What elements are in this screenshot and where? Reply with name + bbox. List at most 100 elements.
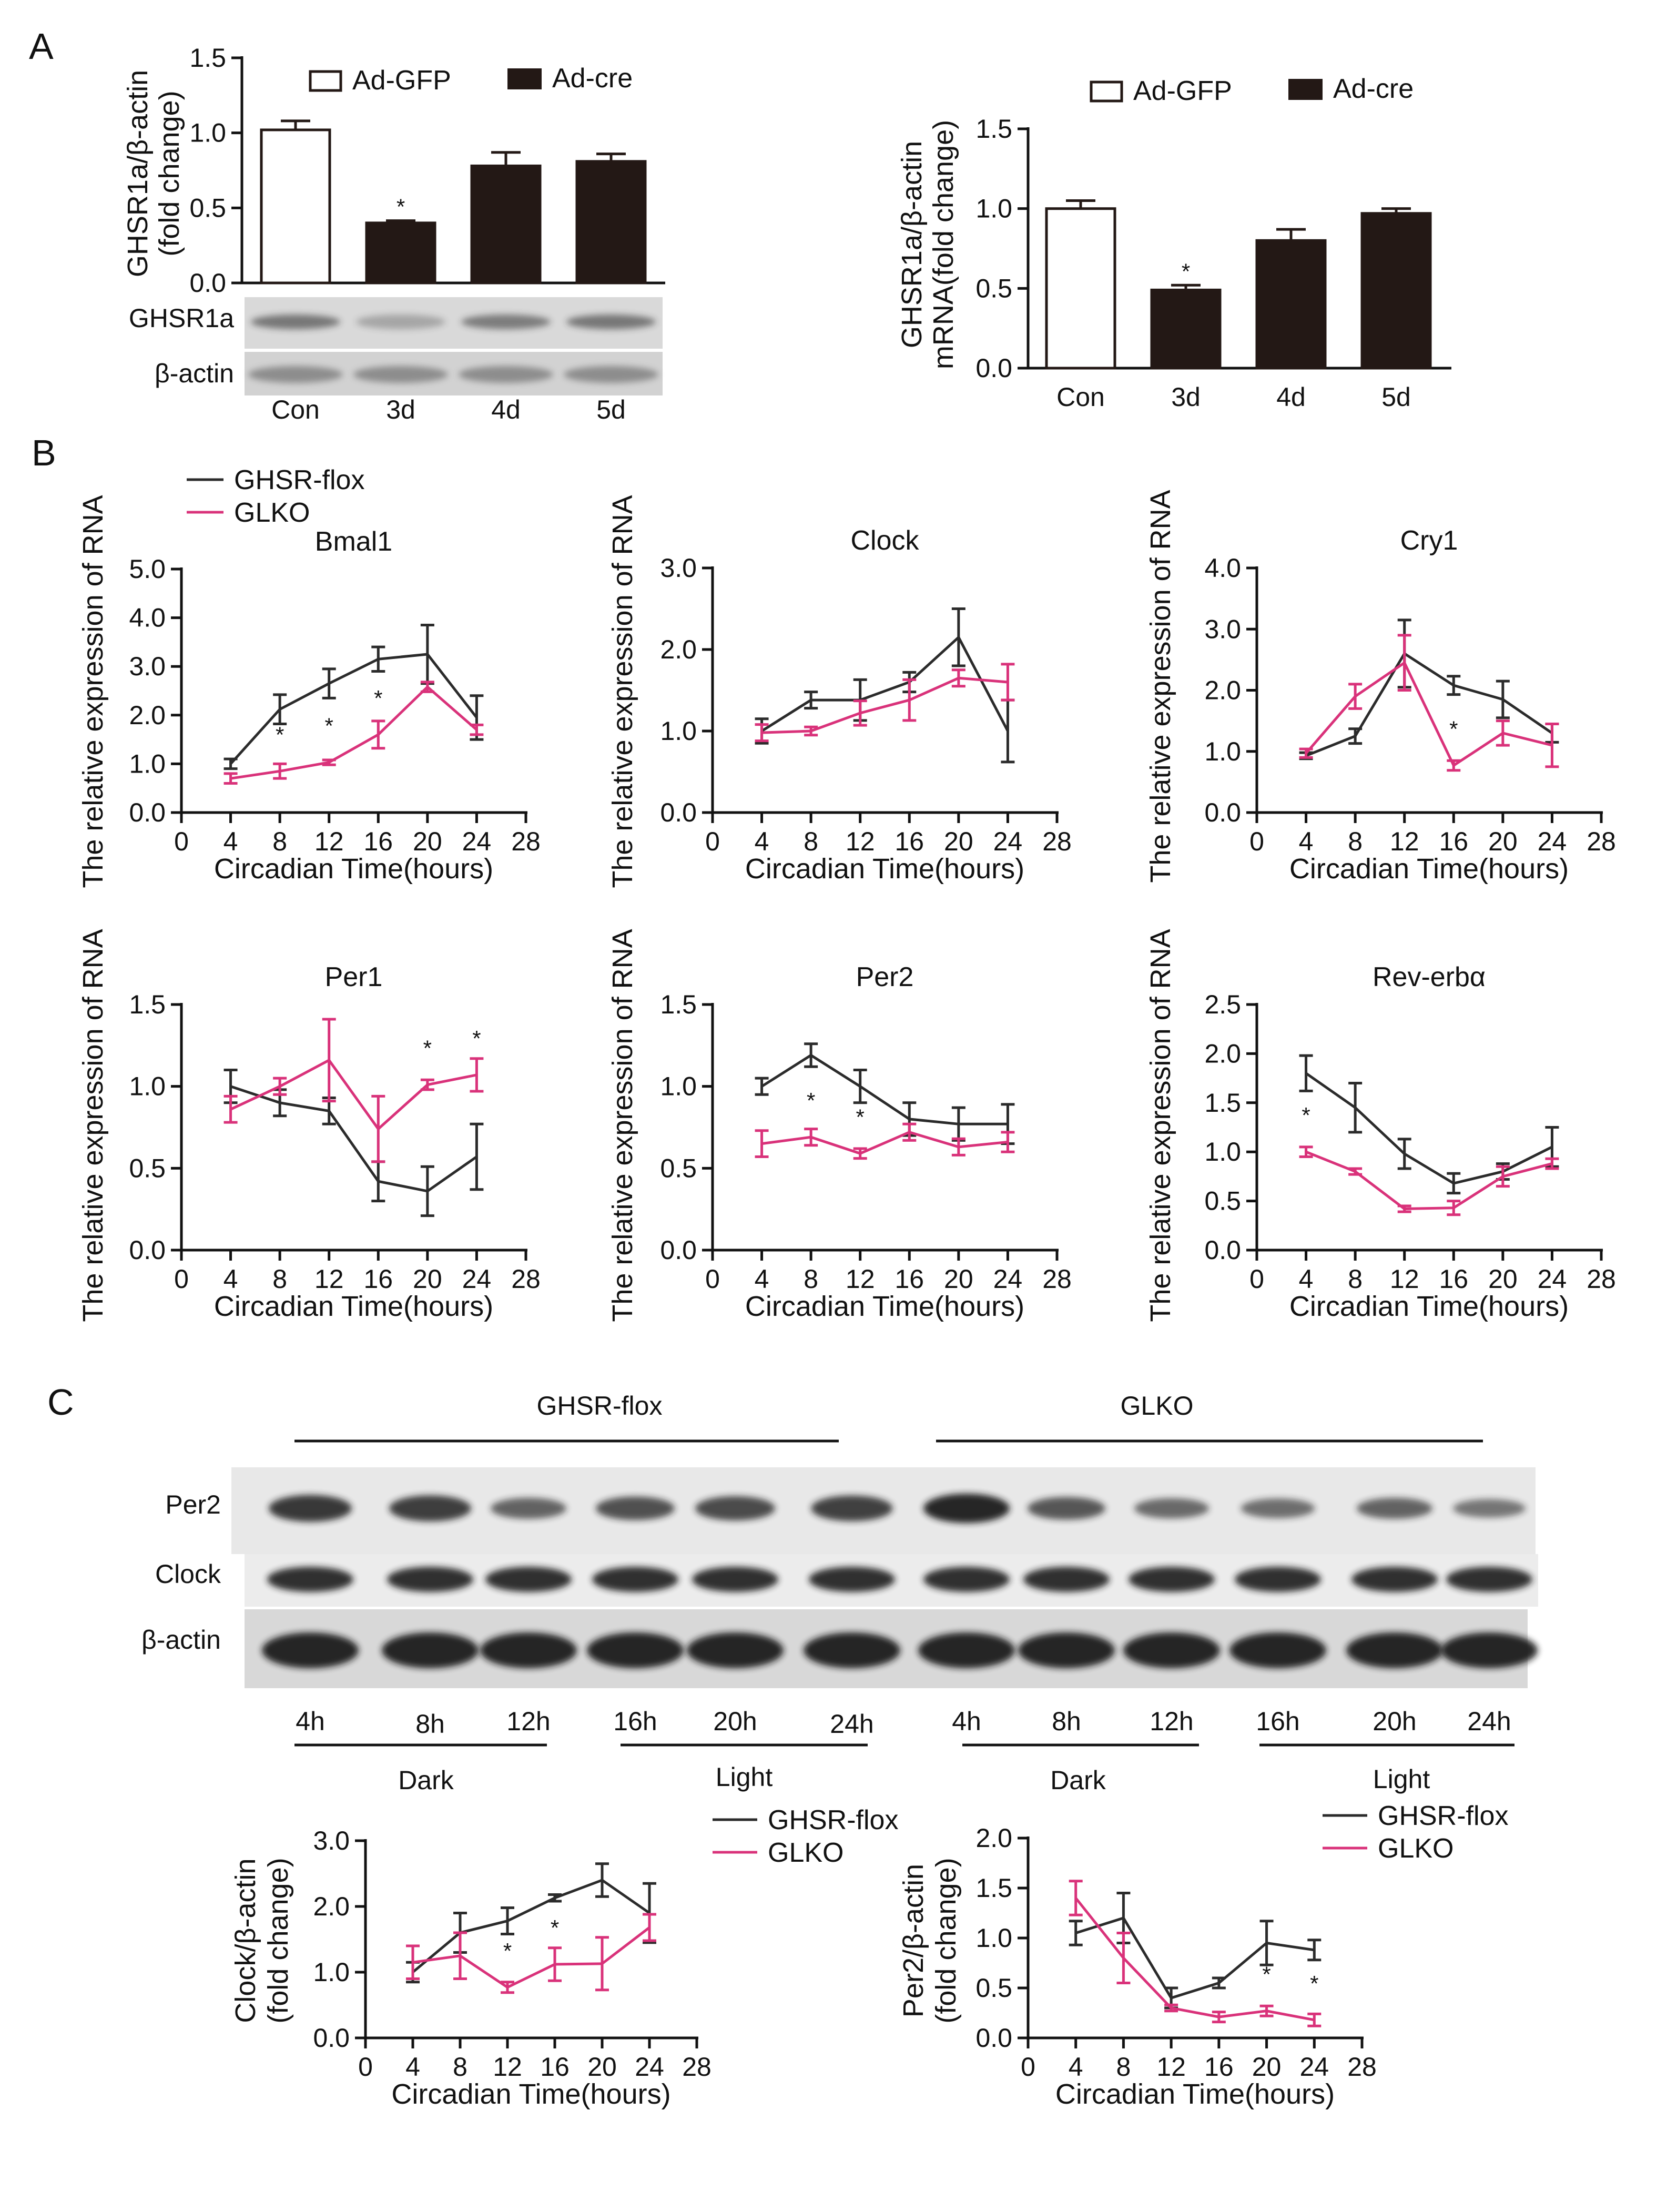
blot-c-lane-11: 20h [1373, 1707, 1416, 1736]
y-tick-label: 2.5 [1204, 990, 1241, 1019]
significance-star: * [374, 686, 382, 711]
y-tick-label: 1.0 [975, 194, 1012, 224]
chart-b-clock: 0.0 1.0 2.0 3.0 0 4 8 12 16 20 24 28 Circadian Time(… [607, 495, 1072, 888]
x-tick-label: 3d [1171, 382, 1201, 412]
x-axis-label: Circadian Time(hours) [745, 853, 1024, 885]
x-tick-label: 8 [453, 2052, 467, 2082]
x-tick-label: 24 [993, 1264, 1023, 1294]
blot-c-lane-4: 16h [613, 1707, 657, 1736]
y-tick-label: 0.5 [1204, 1186, 1241, 1216]
y-axis-label: The relative expression of RNA [1145, 490, 1176, 882]
series-line-glko [1305, 1150, 1553, 1211]
band-actin [564, 366, 658, 383]
significance-star: * [551, 1915, 559, 1940]
significance-star: * [276, 722, 284, 747]
y-axis-label-line2: (fold change) [930, 1858, 962, 2023]
x-tick-label: 4 [405, 2052, 420, 2082]
legend-label-glko: GLKO [768, 1838, 844, 1868]
y-axis-label-line2: (fold change) [262, 1858, 294, 2023]
x-tick-label: 20 [587, 2052, 617, 2082]
x-axis-label: Circadian Time(hours) [214, 853, 493, 885]
x-axis-label: Circadian Time(hours) [745, 1291, 1024, 1322]
band-clock [485, 1567, 572, 1592]
legend-label-ad-gfp: Ad-GFP [1133, 76, 1232, 106]
x-tick-label: 4 [1299, 827, 1314, 856]
legend-label-ad-gfp: Ad-GFP [352, 65, 451, 96]
x-tick-label: 16 [1439, 827, 1468, 856]
x-tick-label: 16 [363, 1264, 393, 1294]
panel-label-a: A [29, 26, 54, 67]
blot-c-lane-8: 8h [1052, 1707, 1081, 1736]
y-tick-label: 2.0 [975, 1823, 1012, 1853]
x-tick-label: 16 [895, 827, 924, 856]
y-tick-label: 0.0 [660, 1235, 697, 1265]
x-tick-label: 8 [1116, 2052, 1131, 2082]
y-tick-label: 1.0 [129, 749, 166, 778]
y-tick-label: 0.5 [975, 273, 1012, 303]
band-actin [248, 366, 343, 383]
y-tick-label: 0.5 [975, 1973, 1012, 2003]
y-tick-label: 5.0 [129, 554, 166, 584]
blot-c-label-actin: β-actin [141, 1625, 221, 1655]
x-tick-label: 0 [1249, 827, 1264, 856]
chart-b-per1: 0.0 0.5 1.0 1.5 0 4 8 12 16 20 24 28 Circadian Time(… [77, 929, 541, 1322]
series-line-ghsr-flox [1075, 1916, 1315, 2000]
x-tick-label: 12 [846, 827, 875, 856]
x-tick-label: 8 [804, 827, 818, 856]
y-tick-label: 1.0 [660, 1072, 697, 1101]
band-actin [1018, 1632, 1115, 1668]
x-tick-label: 8 [1348, 1264, 1363, 1294]
series-line-glko [230, 685, 478, 780]
y-tick-label: 2.0 [313, 1892, 350, 1921]
x-tick-label: 0 [1021, 2052, 1035, 2082]
y-tick-label: 1.0 [1204, 1137, 1241, 1166]
y-axis-label: The relative expression of RNA [77, 495, 109, 888]
significance-star: * [1449, 716, 1458, 741]
legend-swatch-ad-gfp [1090, 80, 1123, 103]
western-blot-a: GHSR1a β-actin Con 3d 4d 5d [129, 297, 663, 424]
band-actin [382, 1632, 479, 1668]
band-clock [1023, 1567, 1110, 1592]
x-tick-label: 12 [314, 1264, 344, 1294]
legend-label-glko: GLKO [234, 498, 310, 528]
band-actin [918, 1632, 1015, 1668]
band-per2 [923, 1494, 1010, 1523]
blot-c-lane-3: 12h [506, 1707, 550, 1736]
band-clock [1235, 1567, 1321, 1592]
legend-swatch-ad-gfp [309, 70, 342, 92]
y-axis-label: The relative expression of RNA [1145, 929, 1176, 1322]
chart-c-per2: 0.0 0.5 1.0 1.5 2.0 0 4 8 12 16 20 24 28 Circadian Ti… [898, 1801, 1508, 2110]
blot-c-phase-4: Light [1373, 1764, 1430, 1794]
x-tick-label: 28 [682, 2052, 711, 2082]
x-tick-label: 12 [314, 827, 344, 856]
significance-star: * [503, 1939, 512, 1963]
x-tick-label: 0 [1249, 1264, 1264, 1294]
y-tick-label: 1.5 [660, 990, 697, 1019]
band-per2 [695, 1496, 775, 1521]
blot-c-phase-3: Dark [1050, 1765, 1106, 1795]
x-tick-label: 24 [462, 1264, 492, 1294]
x-tick-label: 16 [363, 827, 393, 856]
band-clock [809, 1567, 895, 1592]
series-line-ghsr-flox [1305, 1072, 1553, 1185]
blot-c-group-glko: GLKO [1121, 1391, 1194, 1420]
series-line-ghsr-flox [1305, 652, 1553, 757]
bar-con [1045, 207, 1116, 370]
x-tick-label: 20 [944, 1264, 973, 1294]
x-axis-label: Circadian Time(hours) [1055, 2078, 1335, 2110]
band-actin [353, 366, 448, 383]
blot-c-lane-12: 24h [1467, 1707, 1511, 1736]
y-tick-label: 4.0 [129, 603, 166, 633]
bar-5d [1360, 212, 1432, 370]
blot-c-lane-7: 4h [952, 1707, 981, 1736]
x-tick-label: 4 [755, 827, 769, 856]
x-tick-label: 24 [993, 827, 1023, 856]
chart-b-bmal1: 0.0 1.0 2.0 3.0 4.0 5.0 0 4 8 12 16 20 24 28 Circadian… [77, 465, 541, 888]
band-per2 [596, 1496, 675, 1520]
band-actin [687, 1632, 784, 1668]
band-actin [262, 1632, 359, 1668]
band-per2 [389, 1495, 471, 1521]
legend-label-ghsr-flox: GHSR-flox [768, 1805, 898, 1835]
blot-c-group-flox: GHSR-flox [537, 1391, 663, 1420]
band-per2 [1134, 1498, 1209, 1519]
